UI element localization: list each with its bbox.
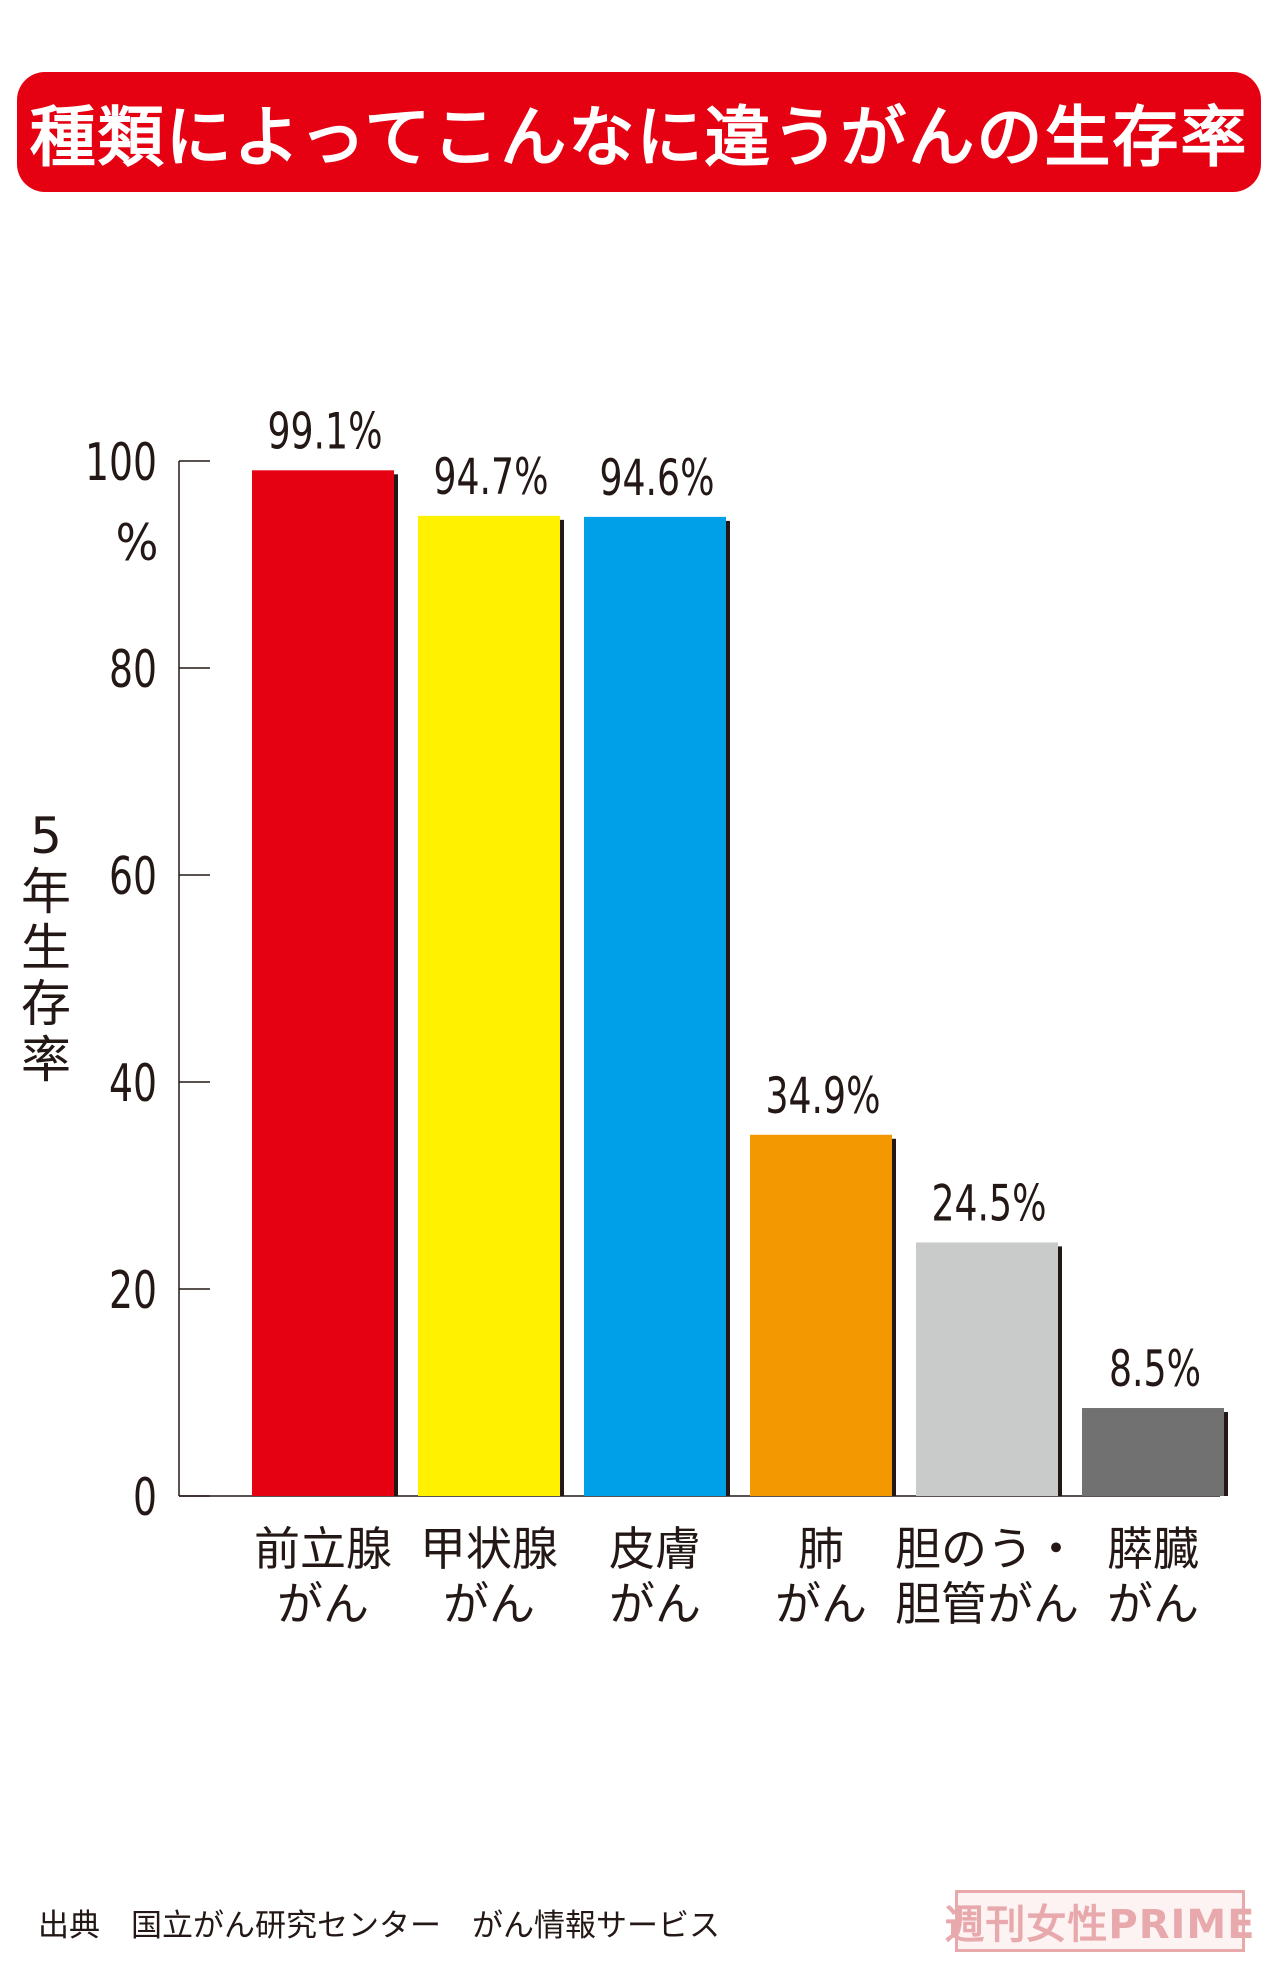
bar [1082, 1408, 1224, 1496]
x-category-label: がん [1107, 1577, 1199, 1631]
title-banner: 種類によってこんなに違うがんの生存率 [17, 72, 1261, 192]
source-note: 出典 国立がん研究センター がん情報サービス [38, 1908, 720, 1944]
y-axis-label-char: 率 [21, 1031, 71, 1089]
y-tick-label: 100 [85, 433, 157, 493]
x-category-label: がん [277, 1577, 369, 1631]
logo-text: 週刊女性PRIME [944, 1902, 1256, 1948]
x-category-label: 胆のう・ [895, 1522, 1079, 1576]
bar [916, 1242, 1058, 1496]
bar [584, 516, 726, 1496]
y-axis-label-char: 5 [30, 807, 62, 865]
x-category-label: 皮膚 [609, 1522, 701, 1576]
y-axis-label-char: 生 [21, 919, 71, 977]
brand-logo: 週刊女性PRIME [944, 1890, 1255, 1952]
y-tick-unit: % [116, 514, 159, 572]
bar-value-label: 8.5% [1109, 1340, 1201, 1398]
y-tick-label: 60 [109, 847, 157, 907]
bar-value-label: 99.1% [268, 402, 383, 460]
bar-value-label: 34.9% [766, 1067, 881, 1125]
x-category-label: 胆管がん [895, 1577, 1079, 1631]
y-axis-label-char: 存 [21, 975, 71, 1033]
y-axis-label: 5 年 生 存 率 [8, 808, 84, 1088]
x-category-label: がん [443, 1577, 535, 1631]
bar-chart: 020406080100%99.1%前立腺がん94.7%甲状腺がん94.6%皮膚… [85, 402, 1228, 1631]
x-category-label: がん [609, 1577, 701, 1631]
bar [418, 515, 560, 1496]
x-category-label: 甲状腺 [420, 1522, 558, 1576]
x-category-label: 膵臓 [1107, 1522, 1199, 1576]
bar-value-label: 94.6% [600, 449, 715, 507]
chart-title: 種類によってこんなに違うがんの生存率 [29, 99, 1249, 176]
y-tick-label: 0 [133, 1468, 157, 1528]
y-tick-label: 80 [109, 640, 157, 700]
bar [252, 470, 394, 1497]
x-category-label: 肺 [798, 1522, 844, 1576]
y-tick-label: 40 [109, 1054, 157, 1114]
x-category-label: 前立腺 [254, 1522, 392, 1576]
bar-value-label: 94.7% [434, 448, 549, 506]
bar-value-label: 24.5% [932, 1174, 1047, 1232]
bar [750, 1134, 892, 1496]
y-axis-label-char: 年 [21, 863, 71, 921]
x-category-label: がん [775, 1577, 867, 1631]
y-tick-label: 20 [109, 1261, 157, 1321]
